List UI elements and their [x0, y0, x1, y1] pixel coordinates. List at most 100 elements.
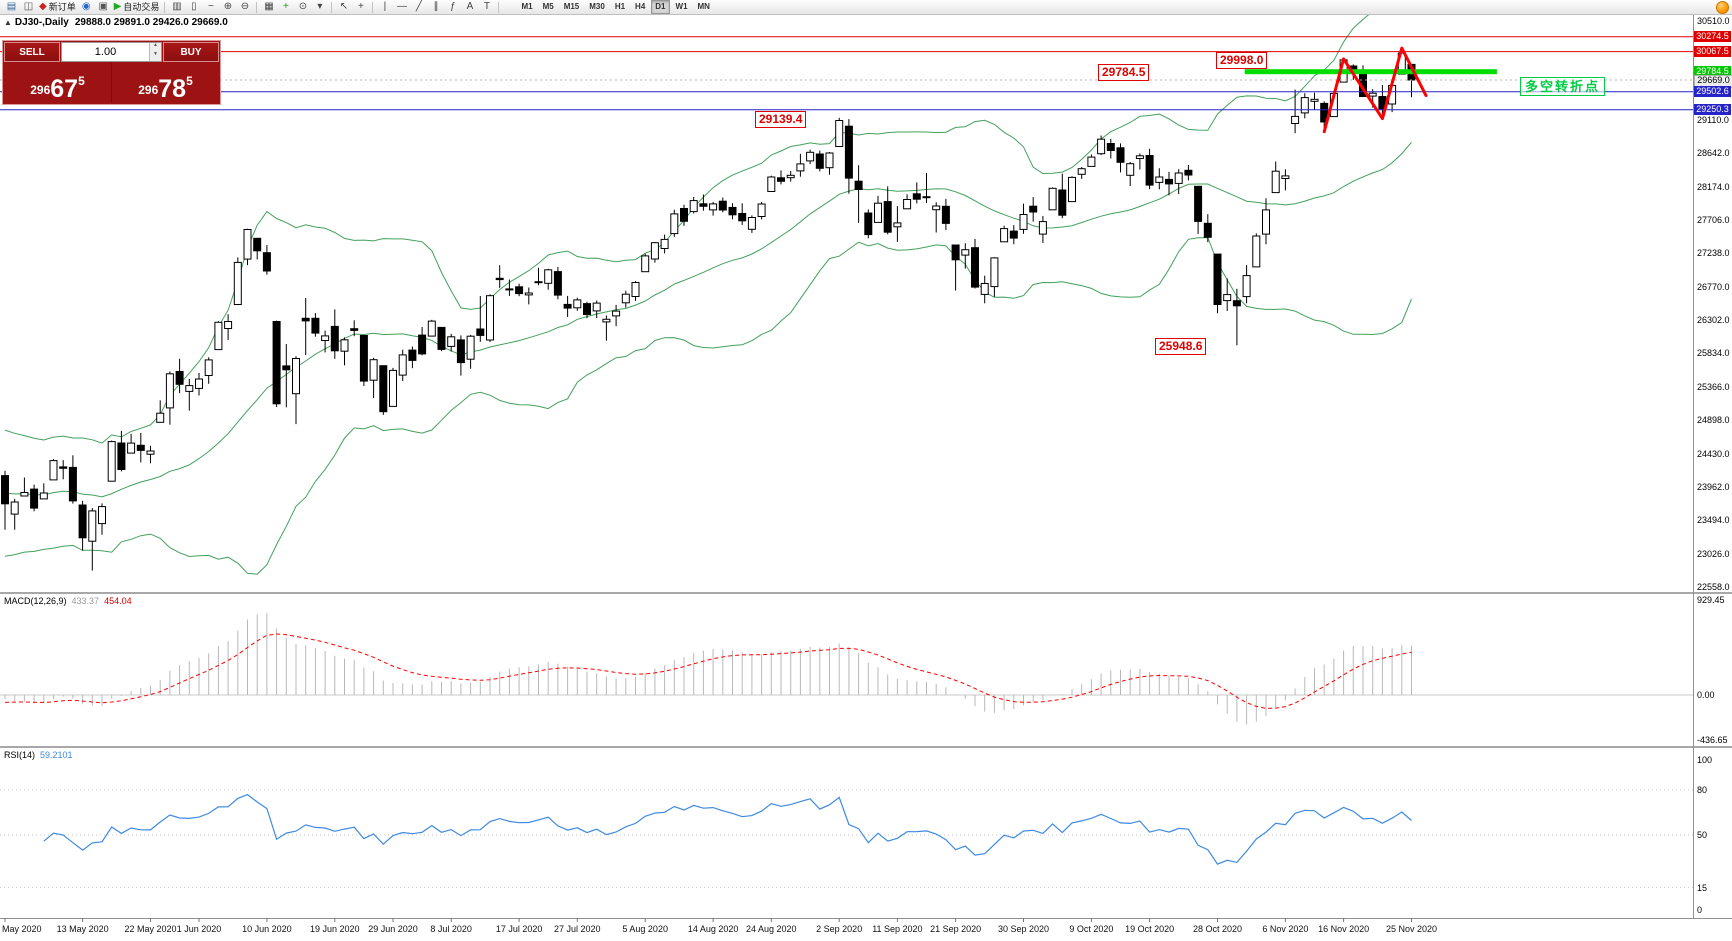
zoom-out-icon: ⊖	[240, 1, 250, 12]
timeframe-button-M15[interactable]: M15	[563, 2, 580, 11]
crosshair-icon[interactable]: +	[352, 1, 369, 14]
terminal-icon[interactable]: ◉	[78, 1, 95, 14]
cursor-icon: ↖	[339, 1, 349, 12]
trendline-icon[interactable]: ╱	[410, 1, 427, 14]
rsi-pane-label: RSI(14) 59.2101	[4, 750, 73, 760]
annotation-pivot-note: 多空转折点	[1520, 77, 1606, 96]
market-watch-icon: ◫	[23, 1, 34, 12]
fibonacci-icon: ƒ	[450, 1, 456, 12]
toolbar: ▤ ◫ ◆ 新订单 ◉ ▣ ▶ 自动交易 ▥ ▯ ~ ⊕ ⊖ ▦ + ⊙ ▾ ↖ + | — ╱ ∥ ƒ A T M1 M5 M15 M3…	[0, 0, 1732, 15]
sell-button[interactable]: SELL	[4, 42, 60, 62]
timeframe-button-M30[interactable]: M30	[589, 2, 605, 11]
zoom-in-icon[interactable]: ⊕	[219, 1, 236, 14]
lot-size-field[interactable]: 1.00 ▲ ▼	[61, 42, 162, 62]
toolbar-separator	[331, 1, 333, 13]
symbol-marker-icon: ▲	[4, 18, 12, 27]
line-chart-icon[interactable]: ~	[202, 1, 219, 14]
lot-spinner: ▲ ▼	[149, 43, 161, 61]
one-click-trading-panel: SELL 1.00 ▲ ▼ BUY 296 67 5 296 78 5	[2, 40, 221, 105]
candlestick-chart-icon[interactable]: ▯	[185, 1, 202, 14]
rsi-name: RSI(14)	[4, 750, 36, 760]
crosshair-icon: +	[358, 1, 364, 12]
templates-icon[interactable]: ▾	[311, 1, 328, 14]
zoom-in-icon: ⊕	[223, 1, 233, 12]
text-icon[interactable]: A	[461, 1, 478, 14]
sell-price-pips: 67	[50, 75, 79, 103]
arrow-tools-icon: T	[483, 1, 490, 12]
horizontal-line-icon: —	[396, 1, 407, 12]
sell-price-head: 296	[30, 83, 51, 97]
navigator-icon[interactable]: ▣	[95, 1, 112, 14]
auto-trading-button: ▶	[113, 1, 122, 12]
timeframe-button-D1[interactable]: D1	[651, 0, 670, 14]
vertical-line-icon[interactable]: |	[376, 1, 393, 14]
macd-main-value: 433.37	[71, 596, 100, 606]
lot-increase-button[interactable]: ▲	[150, 43, 161, 52]
macd-name: MACD(12,26,9)	[4, 596, 67, 606]
macd-signal-value: 454.04	[104, 596, 132, 606]
channel-icon: ∥	[433, 1, 439, 12]
channel-icon[interactable]: ∥	[427, 1, 444, 14]
account-icon[interactable]	[1716, 0, 1729, 14]
indicators-icon: +	[283, 1, 289, 12]
toolbar-separator	[164, 1, 166, 13]
timeframe-button-W1[interactable]: W1	[675, 2, 688, 11]
templates-icon: ▾	[317, 1, 323, 12]
annotation-sep-high: 29139.4	[755, 111, 807, 128]
period-icon: ⊙	[298, 1, 308, 12]
lot-size-value[interactable]: 1.00	[94, 46, 117, 58]
navigator-icon: ▣	[98, 1, 108, 12]
bar-chart-icon[interactable]: ▥	[168, 1, 185, 14]
toolbar-separator	[498, 1, 500, 13]
sell-price-display[interactable]: 296 67 5	[4, 63, 112, 103]
candlestick-chart-icon: ▯	[191, 1, 197, 12]
toolbar-separator	[256, 1, 258, 13]
arrow-tools-icon[interactable]: T	[478, 1, 495, 14]
buy-price-display[interactable]: 296 78 5	[112, 63, 219, 103]
ohlc-values: 29888.0 29891.0 29426.0 29669.0	[74, 17, 228, 28]
terminal-icon: ◉	[81, 1, 91, 12]
period-icon[interactable]: ⊙	[294, 1, 311, 14]
text-icon: A	[466, 1, 474, 12]
tile-windows-icon: ▦	[264, 1, 274, 12]
annotation-support-level: 29784.5	[1098, 64, 1150, 81]
horizontal-line-icon[interactable]: —	[393, 1, 410, 14]
buy-price-head: 296	[138, 83, 159, 97]
line-chart-icon: ~	[208, 1, 214, 12]
buy-price-pips: 78	[158, 75, 187, 103]
auto-trading-button[interactable]: ▶ 自动交易	[112, 1, 162, 14]
rsi-value: 59.2101	[40, 750, 73, 760]
buy-button[interactable]: BUY	[163, 42, 219, 62]
indicators-icon[interactable]: +	[277, 1, 294, 14]
macd-pane-label: MACD(12,26,9) 433.37 454.04	[4, 596, 132, 606]
charts-icon[interactable]: ▤	[3, 1, 20, 14]
auto-trading-button-label: 自动交易	[123, 2, 160, 12]
lot-decrease-button[interactable]: ▼	[150, 52, 161, 61]
timeframe-button-H1[interactable]: H1	[614, 2, 626, 11]
new-order-button[interactable]: ◆ 新订单	[37, 1, 78, 14]
zoom-out-icon[interactable]: ⊖	[236, 1, 253, 14]
timeframe-button-M1[interactable]: M1	[521, 2, 533, 11]
cursor-icon[interactable]: ↖	[335, 1, 352, 14]
toolbar-separator	[372, 1, 374, 13]
timeframe-button-H4[interactable]: H4	[635, 2, 646, 11]
market-watch-icon[interactable]: ◫	[20, 1, 37, 14]
sell-price-frac: 5	[78, 74, 85, 88]
new-order-button: ◆	[39, 1, 47, 12]
annotation-oct-low: 25948.6	[1155, 338, 1207, 355]
price-axis[interactable]	[1693, 15, 1732, 918]
tile-windows-icon[interactable]: ▦	[260, 1, 277, 14]
fibonacci-icon[interactable]: ƒ	[444, 1, 461, 14]
chart-title: ▲ DJ30-,Daily 29888.0 29891.0 29426.0 2966…	[4, 17, 228, 28]
new-order-button-label: 新订单	[48, 2, 76, 12]
toolbar-items: ▤ ◫ ◆ 新订单 ◉ ▣ ▶ 自动交易 ▥ ▯ ~ ⊕ ⊖ ▦ + ⊙ ▾ ↖ + | — ╱ ∥ ƒ A T M1 M5 M15 M3…	[3, 0, 1716, 14]
symbol-period-label: DJ30-,Daily	[14, 17, 69, 28]
trendline-icon: ╱	[415, 1, 422, 12]
annotation-peak-high: 29998.0	[1216, 52, 1268, 69]
buy-price-frac: 5	[186, 74, 193, 88]
charts-icon: ▤	[6, 1, 17, 12]
timeframe-button-M5[interactable]: M5	[542, 2, 554, 11]
timeframe-button-MN[interactable]: MN	[697, 2, 710, 11]
bar-chart-icon: ▥	[172, 1, 182, 12]
